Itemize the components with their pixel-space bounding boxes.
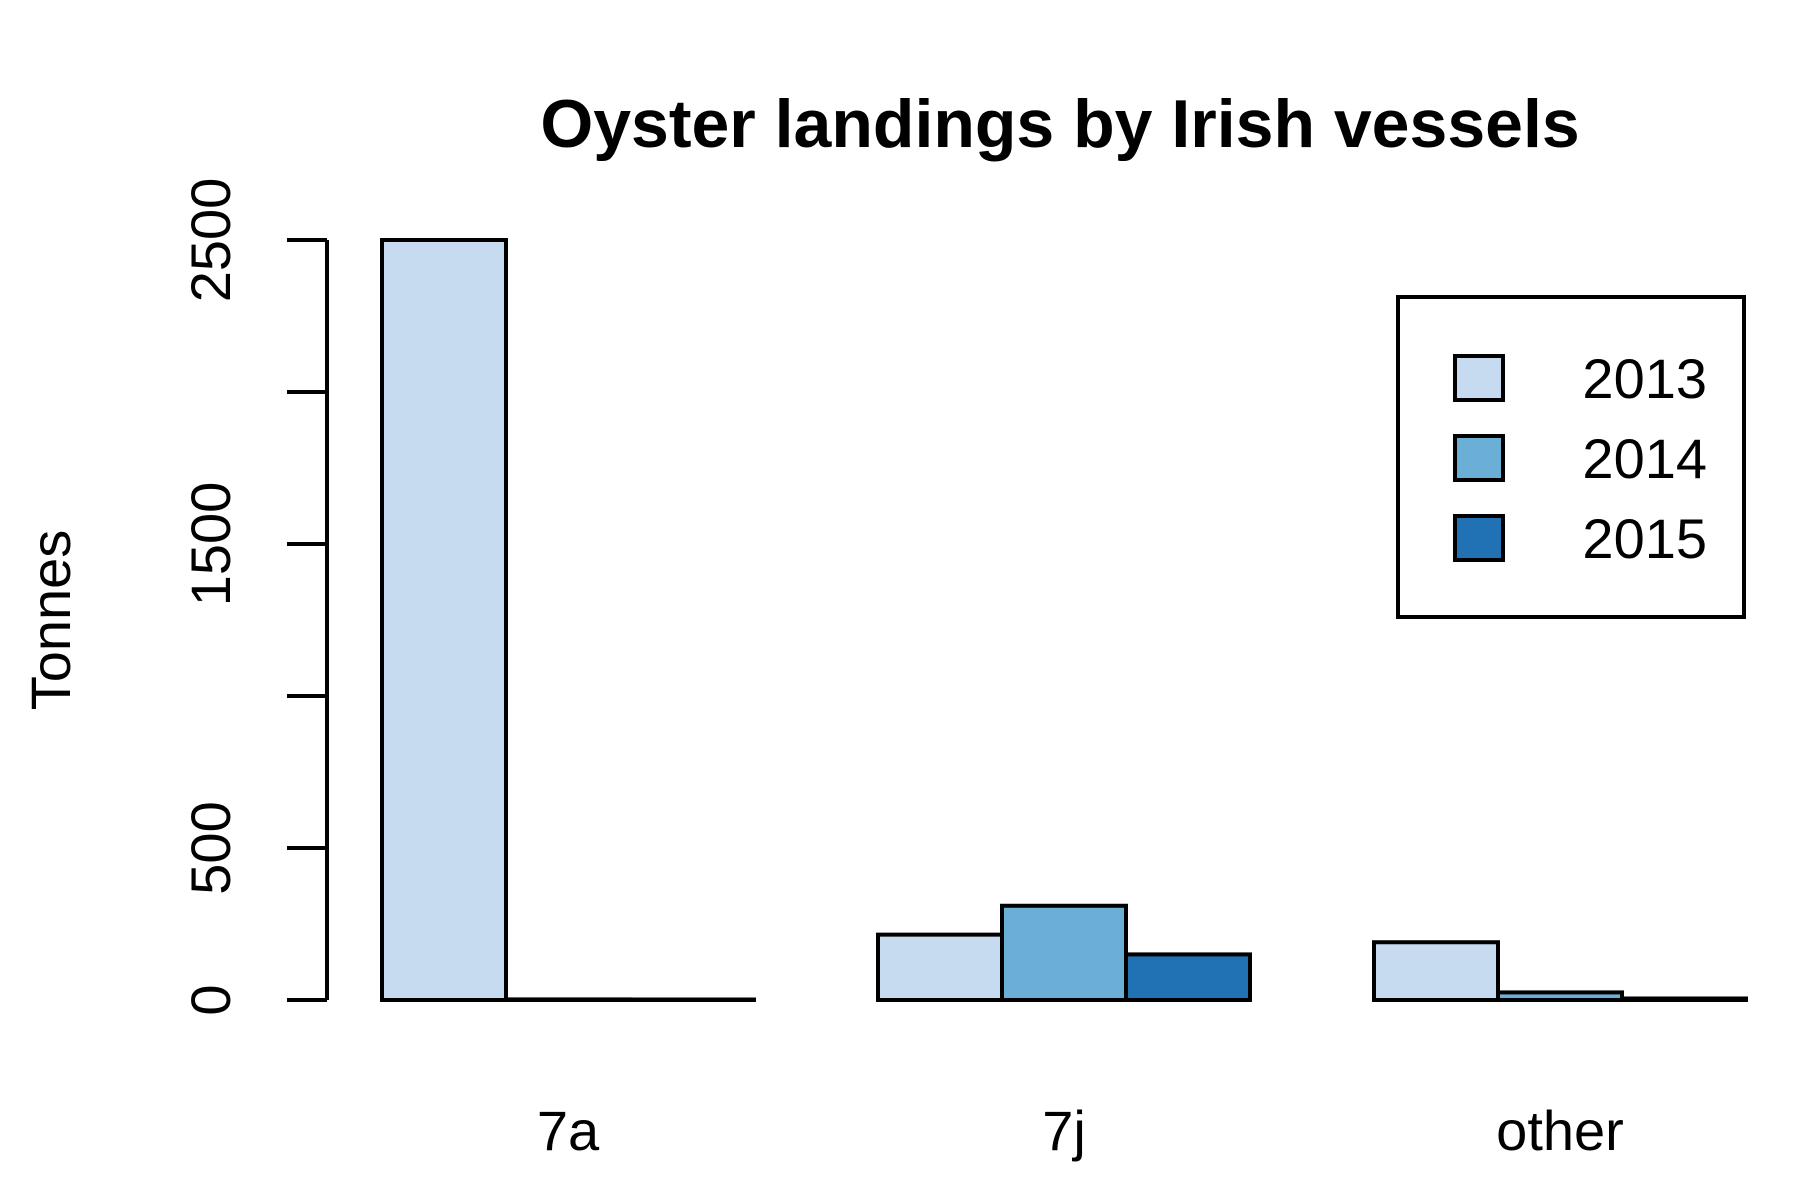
- legend-swatch-2015: [1453, 514, 1505, 562]
- bars: [380, 238, 1748, 1003]
- bar-7a-2013: [380, 238, 508, 1002]
- y-tick-label: 1500: [179, 482, 242, 607]
- legend-swatch-2013: [1453, 354, 1505, 402]
- x-tick-label: other: [1496, 1099, 1624, 1162]
- y-axis: 0 500 1500 2500: [179, 178, 329, 1016]
- bar-other-2014: [1496, 990, 1624, 1003]
- bar-other-2013: [1372, 940, 1500, 1002]
- y-tick-label: 0: [179, 984, 242, 1015]
- legend-swatch-2014: [1453, 434, 1505, 482]
- bar-7j-2013: [876, 932, 1004, 1003]
- bar-7a-2014: [504, 997, 632, 1003]
- x-tick-label: 7a: [537, 1099, 600, 1162]
- bar-7j-2015: [1124, 952, 1252, 1003]
- chart-title: Oyster landings by Irish vessels: [540, 86, 1579, 162]
- legend-label-2015: 2015: [1582, 507, 1707, 570]
- bar-other-2015: [1620, 996, 1748, 1002]
- legend-box: [1396, 295, 1746, 619]
- legend-label-2014: 2014: [1582, 427, 1707, 490]
- y-tick-label: 2500: [179, 178, 242, 303]
- y-tick-label: 500: [179, 801, 242, 894]
- bar-7a-2015: [628, 997, 756, 1002]
- legend-label-2013: 2013: [1582, 347, 1707, 410]
- y-axis-label: Tonnes: [19, 530, 82, 711]
- x-tick-label: 7j: [1042, 1099, 1086, 1162]
- legend: 2013 2014 2015: [1396, 295, 1746, 619]
- x-axis-labels: 7a 7j other: [537, 1099, 1624, 1162]
- bar-7j-2014: [1000, 903, 1128, 1003]
